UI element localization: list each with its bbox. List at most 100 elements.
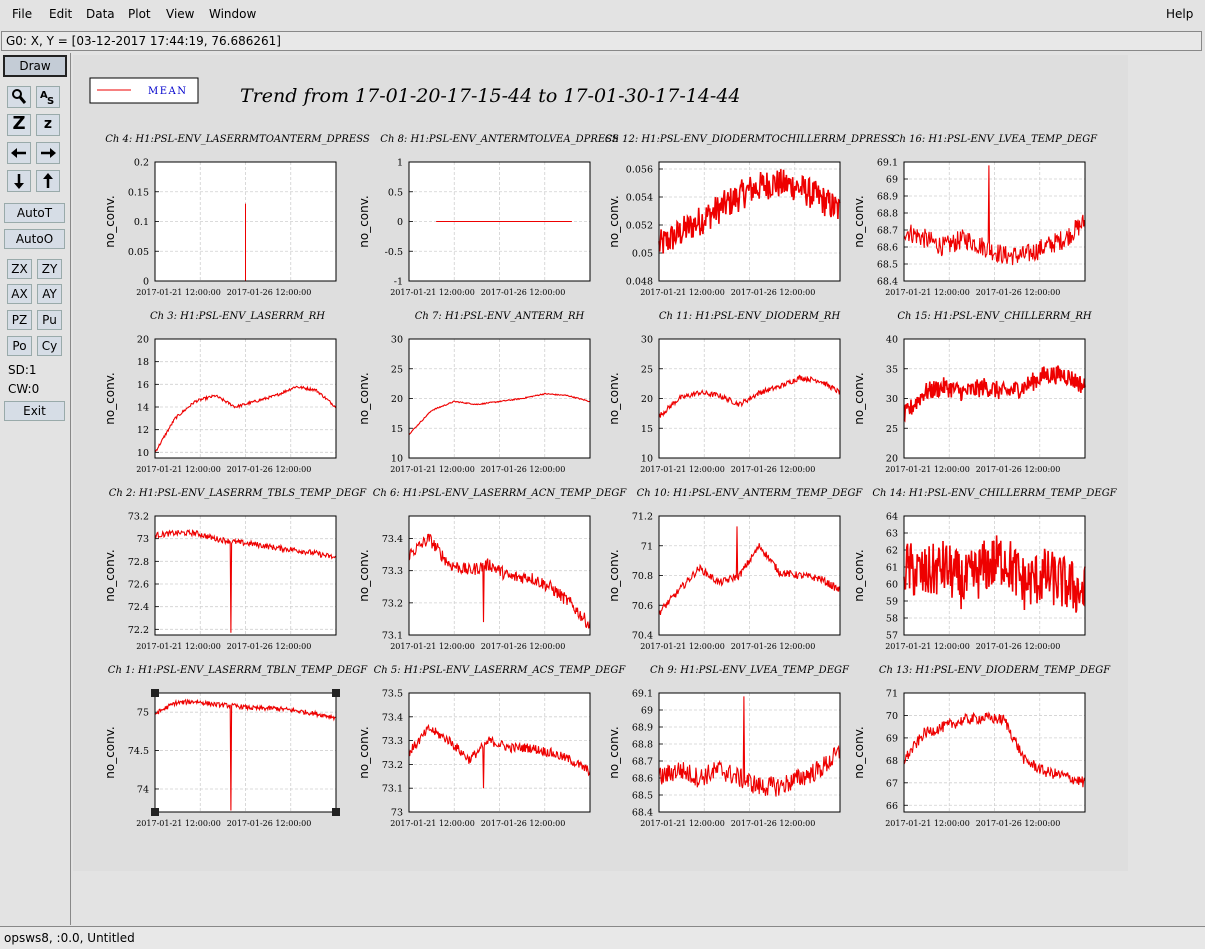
panel-title: Ch 12: H1:PSL-ENV_DIODERMTOCHILLERRM_DPR… (605, 134, 894, 145)
panel-plot-area (904, 162, 1085, 281)
zy-button[interactable]: ZY (37, 259, 62, 279)
series-line (658, 526, 841, 615)
zoom-out-button[interactable]: z (36, 114, 60, 136)
y-axis-label: no_conv. (357, 195, 371, 247)
chart-panel: Ch 16: H1:PSL-ENV_LVEA_TEMP_DEGF 68.4 68.5… (852, 134, 1098, 297)
y-tick-label: 61 (886, 563, 898, 574)
x-tick-label: 2017-01-21 12:00:00 (640, 288, 725, 297)
pan-down-button[interactable] (7, 170, 31, 192)
y-tick-label: 0.056 (626, 165, 653, 176)
panel-frame (154, 515, 337, 636)
series-line (658, 169, 841, 254)
zx-button[interactable]: ZX (7, 259, 32, 279)
y-tick-label: -1 (394, 277, 403, 288)
menu-file[interactable]: File (12, 7, 33, 21)
panel-title: Ch 3: H1:PSL-ENV_LASERRM_RH (150, 311, 325, 322)
autot-button[interactable]: AutoT (4, 203, 65, 223)
chart-panel: Ch 13: H1:PSL-ENV_DIODERM_TEMP_DEGF 66 67 6… (852, 665, 1111, 828)
chart-panel: Ch 8: H1:PSL-ENV_ANTERMTOLVEA_DPRESS -1 -0… (357, 134, 619, 297)
exit-button[interactable]: Exit (4, 401, 65, 421)
menu-help[interactable]: Help (1166, 7, 1194, 21)
arrow-down-icon (14, 174, 24, 189)
pan-right-button[interactable] (36, 142, 60, 164)
chart-panel: Ch 3: H1:PSL-ENV_LASERRM_RH 10 12 14 16 18 20 2… (103, 311, 337, 474)
plot-svg[interactable]: MEAN Trend from 17-01-20-17-15-44 to 17-0… (71, 53, 1205, 925)
y-axis-label: no_conv. (852, 549, 866, 601)
y-tick-label: 0.15 (128, 187, 149, 198)
series-line (658, 696, 841, 797)
chart-panel: Ch 7: H1:PSL-ENV_ANTERM_RH 10 15 20 25 30 2017… (357, 311, 591, 474)
panel-frame (903, 161, 1086, 282)
y-axis-label: no_conv. (103, 372, 117, 424)
series-line (408, 533, 591, 629)
x-tick-label: 2017-01-21 12:00:00 (640, 642, 725, 651)
plot-canvas[interactable]: MEAN Trend from 17-01-20-17-15-44 to 17-0… (71, 53, 1205, 925)
panel-title: Ch 6: H1:PSL-ENV_LASERRM_ACN_TEMP_DEGF (373, 488, 628, 499)
series-line (154, 528, 337, 633)
panel-frame (408, 338, 591, 459)
panel-title: Ch 8: H1:PSL-ENV_ANTERMTOLVEA_DPRESS (380, 134, 619, 145)
x-tick-label: 2017-01-26 12:00:00 (227, 642, 312, 651)
y-tick-label: 0.052 (626, 221, 653, 232)
panel-title: Ch 4: H1:PSL-ENV_LASERRMTOANTERM_DPRESS (105, 134, 370, 145)
y-tick-label: 72.6 (128, 580, 149, 591)
pu-button[interactable]: Pu (37, 310, 62, 330)
x-tick-label: 2017-01-21 12:00:00 (136, 642, 221, 651)
y-tick-label: -0.5 (385, 247, 403, 258)
y-tick-label: 73.3 (382, 566, 403, 577)
y-tick-label: 69 (641, 706, 653, 717)
x-tick-label: 2017-01-21 12:00:00 (136, 465, 221, 474)
x-tick-label: 2017-01-21 12:00:00 (136, 819, 221, 828)
magnifier-button[interactable] (7, 86, 31, 108)
y-tick-label: 20 (886, 454, 898, 465)
po-button[interactable]: Po (7, 336, 32, 356)
pan-left-button[interactable] (7, 142, 31, 164)
main-title: Trend from 17-01-20-17-15-44 to 17-01-30… (240, 85, 741, 107)
menu-edit[interactable]: Edit (49, 7, 73, 21)
ay-button[interactable]: AY (37, 284, 62, 304)
y-tick-label: 18 (137, 357, 149, 368)
chart-panel: Ch 15: H1:PSL-ENV_CHILLERRM_RH 20 25 30 35 40… (852, 311, 1092, 474)
y-axis-label: no_conv. (103, 549, 117, 601)
menu-window[interactable]: Window (209, 7, 257, 21)
zoom-in-button[interactable]: Z (7, 114, 31, 136)
menu-view[interactable]: View (166, 7, 195, 21)
x-tick-label: 2017-01-26 12:00:00 (731, 465, 816, 474)
draw-button[interactable]: Draw (3, 55, 67, 77)
ax-button[interactable]: AX (7, 284, 32, 304)
x-tick-label: 2017-01-26 12:00:00 (976, 465, 1061, 474)
y-tick-label: 73.2 (382, 760, 403, 771)
y-tick-label: 68.8 (632, 740, 653, 751)
y-tick-label: 73.5 (382, 689, 403, 700)
y-tick-label: 0.054 (626, 193, 653, 204)
y-tick-label: 68.9 (632, 723, 653, 734)
y-tick-label: 0.2 (134, 158, 149, 169)
y-tick-label: 68.9 (877, 192, 898, 203)
y-tick-label: 12 (137, 425, 149, 436)
series-line (903, 535, 1086, 613)
y-tick-label: 0.5 (388, 187, 403, 198)
x-tick-label: 2017-01-26 12:00:00 (731, 642, 816, 651)
y-tick-label: 69 (886, 175, 898, 186)
y-tick-label: 73.1 (382, 784, 403, 795)
autoo-button[interactable]: AutoO (4, 229, 65, 249)
y-axis-label: no_conv. (852, 372, 866, 424)
y-tick-label: 68.8 (877, 209, 898, 220)
pz-button[interactable]: PZ (7, 310, 32, 330)
y-tick-label: 72.4 (128, 602, 149, 613)
y-axis-label: no_conv. (607, 726, 621, 778)
y-tick-label: 68.5 (877, 260, 898, 271)
chart-panel: Ch 12: H1:PSL-ENV_DIODERMTOCHILLERRM_DPR… (605, 134, 894, 297)
menu-data[interactable]: Data (86, 7, 115, 21)
y-tick-label: 20 (137, 335, 149, 346)
pan-up-button[interactable] (36, 170, 60, 192)
menu-plot[interactable]: Plot (128, 7, 151, 21)
y-tick-label: 68.4 (877, 277, 898, 288)
panel-plot-area (659, 693, 840, 812)
panel-title: Ch 9: H1:PSL-ENV_LVEA_TEMP_DEGF (650, 665, 850, 676)
legend-label: MEAN (148, 86, 188, 97)
y-tick-label: 73.1 (382, 631, 403, 642)
cy-button[interactable]: Cy (37, 336, 62, 356)
